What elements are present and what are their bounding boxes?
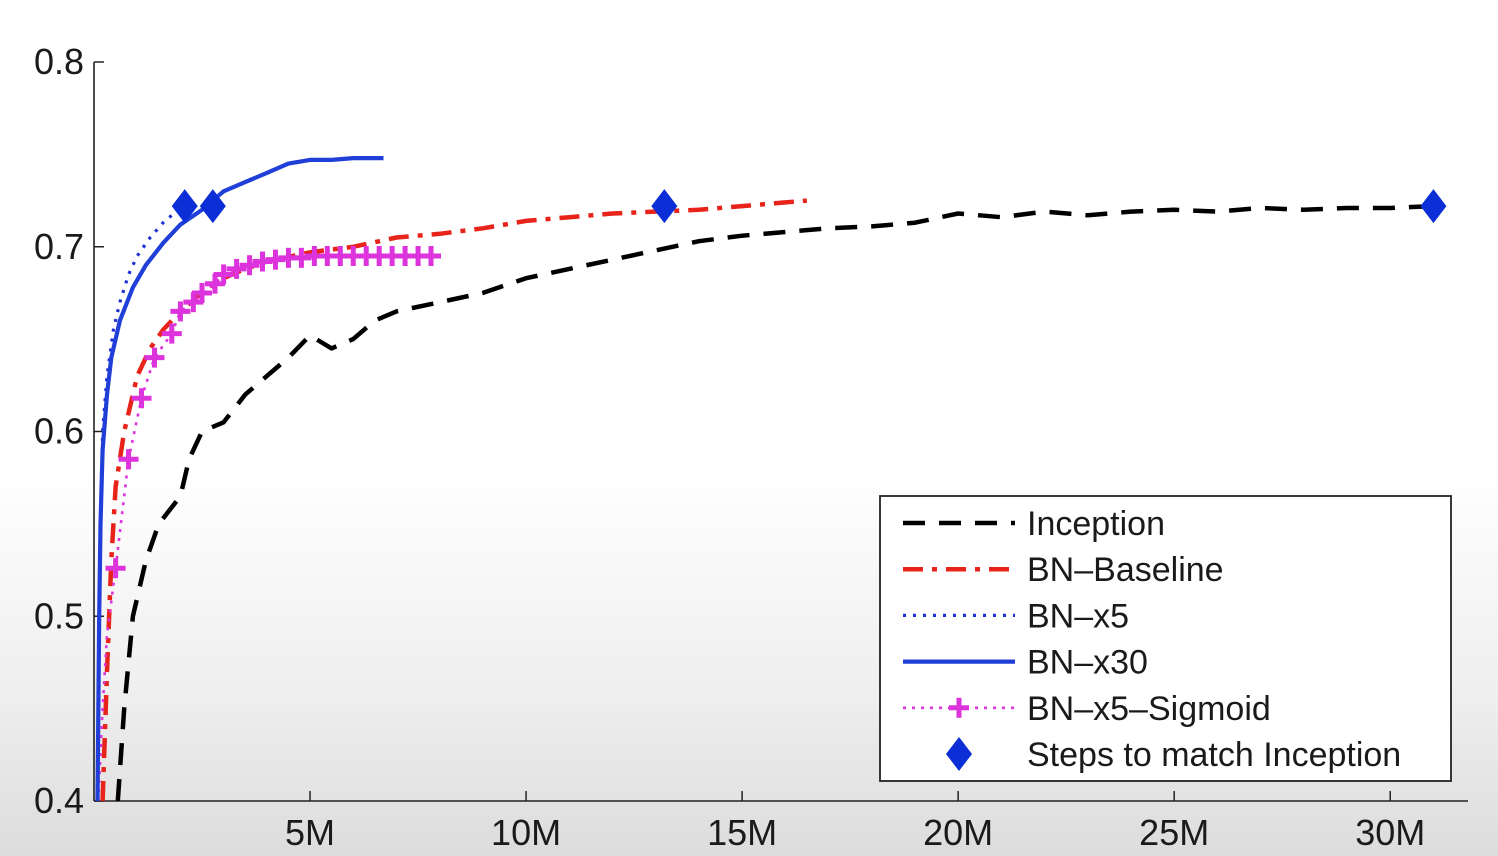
series-marker [192, 282, 213, 303]
series-line [95, 156, 384, 802]
series-marker [171, 189, 198, 224]
series-marker [170, 301, 191, 322]
series-marker [144, 347, 165, 368]
series-marker [199, 189, 226, 224]
y-tick-label: 0.6 [34, 411, 84, 452]
legend-label: Inception [1027, 505, 1165, 543]
x-tick-label: 5M [285, 812, 335, 853]
legend-swatch [946, 737, 972, 771]
series-marker [131, 388, 152, 409]
series-marker [213, 264, 234, 285]
legend-label: BN–Baseline [1027, 551, 1224, 589]
series-marker [105, 558, 126, 579]
series-marker [239, 255, 260, 276]
x-tick-label: 10M [491, 812, 561, 853]
series-marker [1420, 189, 1447, 224]
series-layer [95, 156, 1447, 802]
y-tick-label: 0.7 [34, 226, 84, 267]
legend-label: Steps to match Inception [1027, 736, 1401, 774]
legend-label: BN–x5 [1027, 597, 1129, 635]
legend-box [879, 495, 1452, 782]
y-tick-label: 0.8 [34, 41, 84, 82]
series-marker [651, 189, 678, 224]
legend-label: BN–x5–Sigmoid [1027, 690, 1271, 728]
y-tick-label: 0.5 [34, 595, 84, 636]
series-marker [226, 258, 247, 279]
y-tick-label: 0.4 [34, 780, 84, 821]
legend-label: BN–x30 [1027, 644, 1148, 682]
series-marker [421, 245, 442, 266]
x-tick-label: 30M [1355, 812, 1425, 853]
axes: 0.4 0.5 0.6 0.7 0.8 5M 10M 15M 20M 25M 30M [34, 41, 1468, 853]
series-marker [118, 449, 139, 470]
x-tick-label: 25M [1139, 812, 1209, 853]
series-line [97, 254, 431, 802]
legend: Inception BN–Baseline BN–x5 BN–x30 BN–x5–Sig… [879, 495, 1452, 782]
series-line [100, 198, 808, 802]
legend-swatch-marker [949, 697, 969, 718]
x-tick-label: 20M [923, 812, 993, 853]
series-marker [161, 323, 182, 344]
series-line [95, 204, 186, 802]
series-line [115, 203, 1434, 802]
x-tick-label: 15M [707, 812, 777, 853]
